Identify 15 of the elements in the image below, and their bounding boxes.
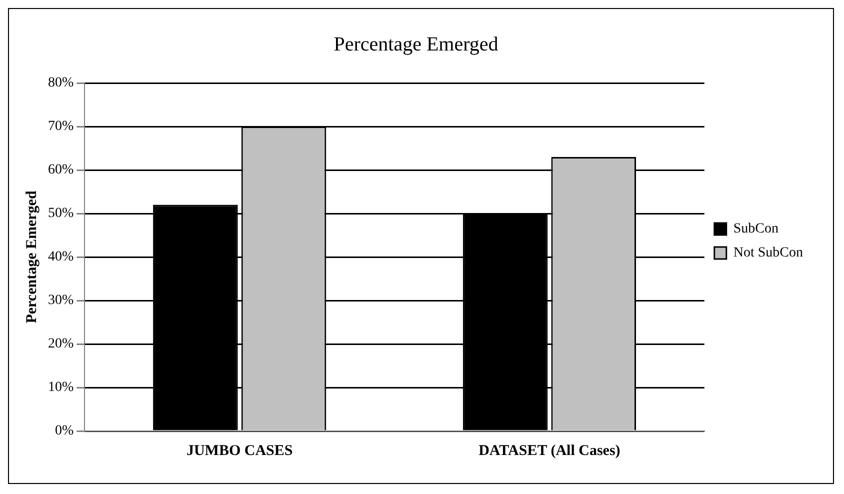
legend-label: Not SubCon (733, 246, 803, 261)
y-tick-label: 40% (48, 250, 74, 265)
y-axis-title: Percentage Emerged (24, 190, 40, 324)
legend-label: SubCon (733, 222, 778, 237)
y-tick-label: 60% (48, 162, 74, 178)
x-tick-label: JUMBO CASES (186, 442, 293, 459)
y-tick-label: 50% (48, 206, 74, 222)
y-tick-label: 20% (48, 336, 74, 352)
x-tick-label: DATASET (All Cases) (478, 442, 620, 459)
y-tick-label: 30% (48, 293, 74, 308)
y-tick-label: 80% (48, 76, 74, 91)
chart-title: Percentage Emerged (334, 33, 498, 56)
y-tick-label: 0% (54, 424, 74, 439)
y-tick-label: 70% (48, 119, 74, 134)
y-tick-label: 10% (48, 380, 74, 396)
